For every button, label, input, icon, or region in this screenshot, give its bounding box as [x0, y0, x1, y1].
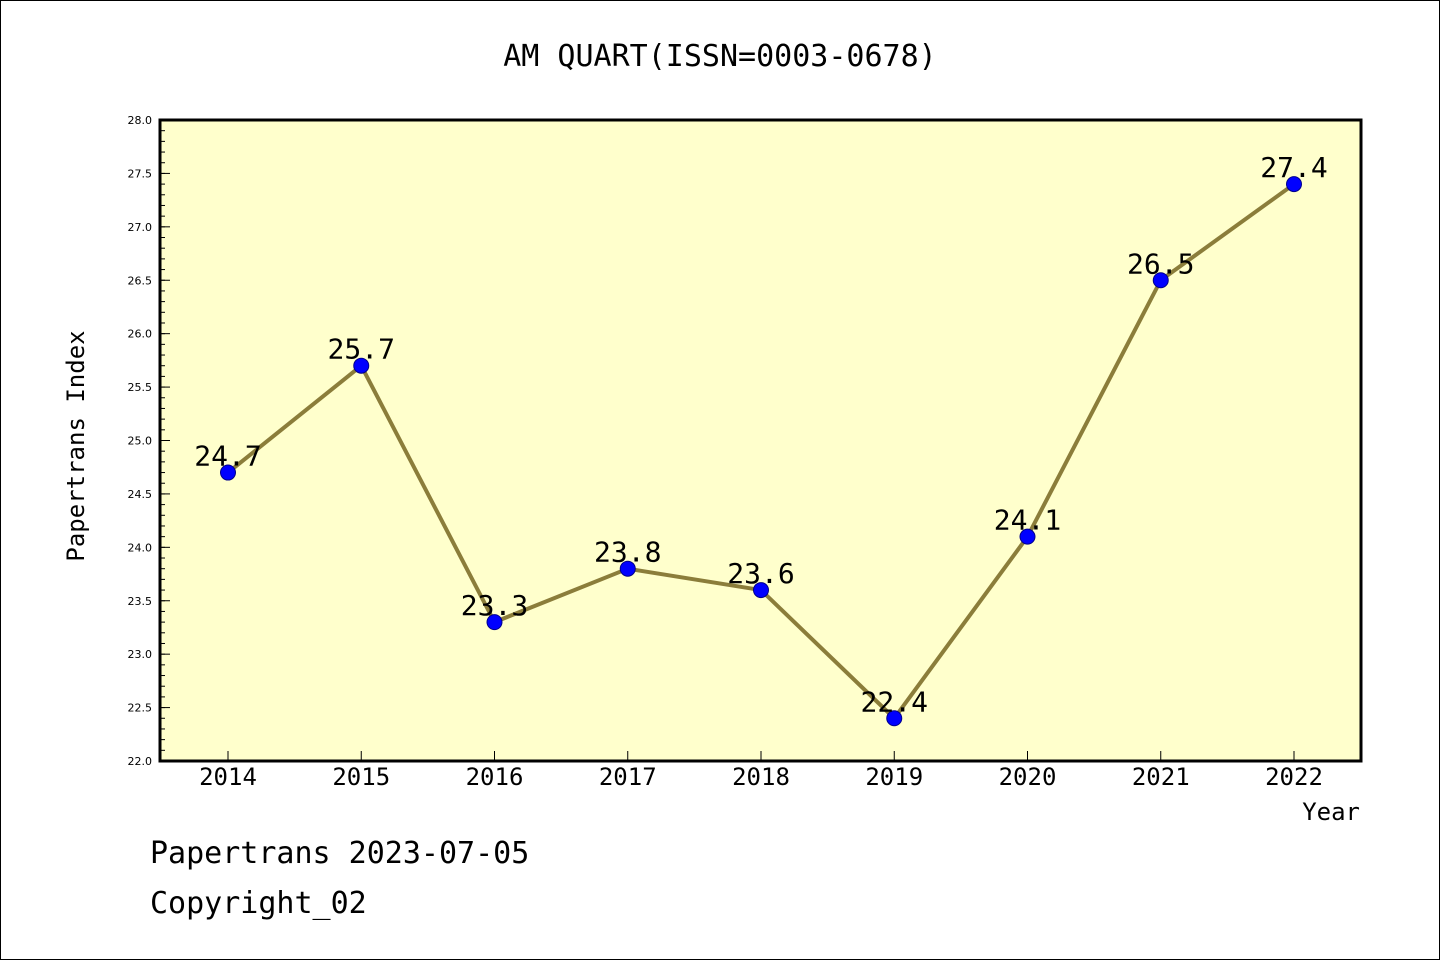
y-tick-label: 23.5 — [128, 595, 153, 608]
data-labels: 24.7 25.7 23.3 23.8 23.6 22.4 24.1 26.5 27.4 — [194, 151, 1327, 718]
data-label: 23.3 — [461, 589, 528, 622]
data-label: 22.4 — [861, 685, 928, 718]
x-tick-label: 2021 — [1132, 763, 1190, 791]
y-axis-label: Papertrans Index — [62, 330, 90, 561]
y-tick-label: 25.0 — [128, 435, 153, 448]
x-tick-label: 2017 — [599, 763, 657, 791]
data-point — [1152, 272, 1169, 289]
y-tick-label: 22.5 — [128, 702, 153, 715]
data-label: 26.5 — [1127, 247, 1194, 280]
data-label: 23.6 — [727, 557, 794, 590]
x-tick-label: 2014 — [199, 763, 257, 791]
y-tick-label: 28.0 — [128, 114, 153, 127]
data-point — [220, 464, 236, 481]
data-point — [353, 357, 370, 374]
y-tick-label: 26.0 — [128, 328, 153, 341]
data-label: 24.1 — [994, 504, 1061, 537]
x-tick-label: 2018 — [732, 763, 790, 791]
data-point — [753, 582, 769, 599]
y-tick-label: 22.0 — [128, 755, 153, 768]
data-label: 25.7 — [328, 333, 395, 366]
y-tick-label: 26.5 — [128, 274, 153, 287]
chart-title: AM QUART(ISSN=0003-0678) — [503, 39, 936, 74]
x-tick-label: 2019 — [865, 763, 923, 791]
series-markers — [220, 176, 1302, 727]
y-tick-label: 23.0 — [128, 648, 153, 661]
x-axis-label: Year — [1302, 798, 1360, 826]
data-label: 24.7 — [194, 440, 261, 473]
data-point — [619, 560, 636, 577]
y-axis: 22.0 22.5 23.0 23.5 24.0 24.5 25.0 25.5 26.0 26.5… — [128, 114, 170, 768]
data-point — [1019, 528, 1036, 545]
data-label: 23.8 — [594, 536, 661, 569]
footer-date: Papertrans 2023-07-05 — [150, 836, 530, 871]
x-tick-label: 2020 — [999, 763, 1057, 791]
data-point — [886, 710, 903, 727]
data-label: 27.4 — [1260, 151, 1327, 184]
y-tick-label: 27.5 — [128, 167, 153, 180]
x-tick-label: 2016 — [466, 763, 524, 791]
footer-copyright: Copyright_02 — [150, 886, 367, 921]
data-point — [486, 614, 503, 631]
x-tick-label: 2015 — [332, 763, 390, 791]
plot-area — [160, 120, 1361, 761]
y-tick-label: 24.5 — [128, 488, 153, 501]
x-tick-label: 2022 — [1265, 763, 1323, 791]
y-tick-label: 24.0 — [128, 541, 153, 554]
data-point — [1286, 176, 1302, 193]
plot-border — [158, 118, 1363, 763]
y-tick-label: 27.0 — [128, 221, 153, 234]
x-axis: 2014 2015 2016 2017 2018 2019 2020 2021 2022 — [199, 751, 1323, 791]
y-tick-label: 25.5 — [128, 381, 153, 394]
